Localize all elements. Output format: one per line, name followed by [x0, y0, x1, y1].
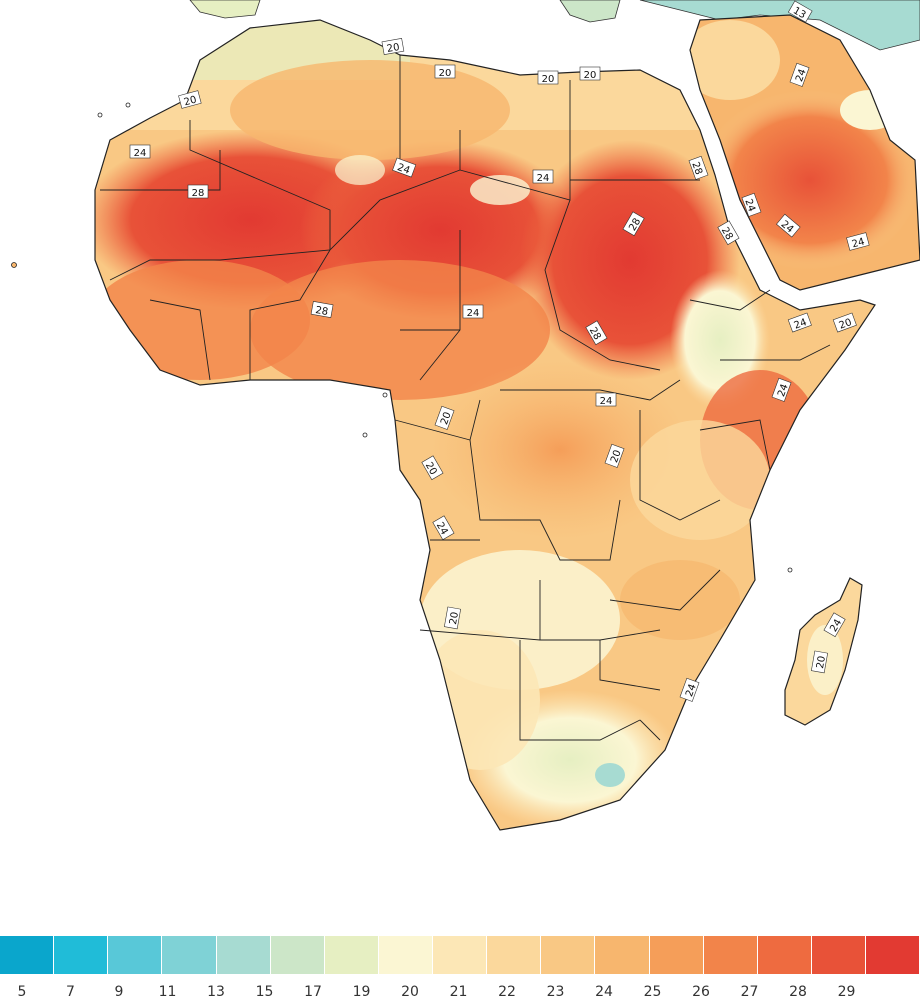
contour-label: 28: [315, 305, 329, 318]
contour-label: 20: [609, 449, 624, 465]
contour-label: 24: [793, 317, 809, 332]
legend-tick-label: 5: [17, 984, 27, 1000]
contour-label: 20: [542, 74, 555, 85]
temperature-map: 20 20 20 20 20 24 24 28 24 24 28 28 24 2…: [11, 0, 920, 831]
legend-tick-label: 15: [255, 984, 274, 1000]
legend-swatch: [54, 936, 109, 974]
europe-fragment: [189, 0, 261, 19]
contour-label: 20: [386, 42, 400, 55]
legend-swatch: [433, 936, 488, 974]
legend-tick-label: 19: [352, 984, 371, 1000]
island: [362, 432, 368, 438]
legend-swatch: [541, 936, 596, 974]
contour-label: 20: [448, 611, 461, 625]
legend-tick-label: 23: [546, 984, 565, 1000]
contour-label: 20: [584, 70, 597, 81]
contour-label: 24: [742, 198, 757, 214]
legend-tick-label: 22: [498, 984, 516, 1000]
legend-tick-label: 13: [207, 984, 225, 1000]
arabia-outline: [689, 14, 920, 291]
legend-tick-label: 21: [449, 984, 468, 1000]
island: [787, 567, 793, 573]
legend-color-bar: [0, 936, 920, 974]
legend-swatch: [324, 936, 379, 974]
legend-tick-label: 11: [158, 984, 177, 1000]
legend-swatch: [270, 936, 325, 974]
contour-label: 24: [537, 173, 550, 184]
contour-label: 24: [467, 308, 480, 319]
legend-swatch: [757, 936, 812, 974]
legend-tick-label: 20: [401, 984, 419, 1000]
africa-map-svg: 20 20 20 20 20 24 24 28 24 24 28 28 24 2…: [11, 0, 920, 831]
legend-tick-label: 24: [595, 984, 613, 1000]
legend-swatch: [866, 936, 920, 974]
turkey-fragment: [639, 0, 920, 51]
legend-swatch: [0, 936, 55, 974]
contour-label: 20: [815, 655, 828, 669]
color-legend: 5 7 9 11 13 15 17 19 20 21 22 23 24 25 26 27 28 29: [0, 936, 920, 1006]
legend-swatch: [108, 936, 163, 974]
legend-swatch: [487, 936, 542, 974]
contour-label: 24: [396, 162, 412, 177]
contour-label: 20: [183, 94, 198, 108]
contour-label: 24: [134, 148, 147, 159]
contour-labels: 20 20 20 20 20 24 24 28 24 24 28 28 24 2…: [129, 0, 870, 702]
legend-swatch: [162, 936, 217, 974]
contour-label: 24: [851, 236, 866, 250]
contour-label: 20: [439, 68, 452, 79]
legend-swatch: [703, 936, 758, 974]
legend-swatch: [378, 936, 433, 974]
island: [382, 392, 388, 398]
contour-label: 20: [838, 317, 854, 332]
legend-tick-label: 29: [837, 984, 856, 1000]
contour-label: 24: [776, 383, 791, 399]
legend-tick-label: 26: [692, 984, 710, 1000]
contour-label: 24: [794, 68, 809, 84]
island: [125, 102, 131, 108]
legend-tick-label: 27: [740, 984, 759, 1000]
legend-swatch: [649, 936, 704, 974]
island: [97, 112, 103, 118]
legend-tick-labels: 5 7 9 11 13 15 17 19 20 21 22 23 24 25 26 27 28 29: [0, 984, 920, 1004]
legend-tick-label: 17: [304, 984, 322, 1000]
contour-label: 24: [684, 683, 699, 699]
legend-swatch: [811, 936, 866, 974]
contour-label: 24: [600, 396, 613, 407]
island: [11, 262, 17, 268]
legend-tick-label: 25: [643, 984, 662, 1000]
legend-tick-label: 7: [66, 984, 75, 1000]
country-borders: [100, 55, 831, 741]
contour-label: 28: [689, 161, 704, 177]
europe-fragment: [559, 0, 621, 23]
legend-swatch: [216, 936, 271, 974]
legend-tick-label: 9: [114, 984, 124, 1000]
contour-label: 28: [192, 188, 205, 199]
legend-tick-label: 28: [789, 984, 807, 1000]
contour-label: 20: [439, 411, 454, 427]
legend-swatch: [595, 936, 650, 974]
